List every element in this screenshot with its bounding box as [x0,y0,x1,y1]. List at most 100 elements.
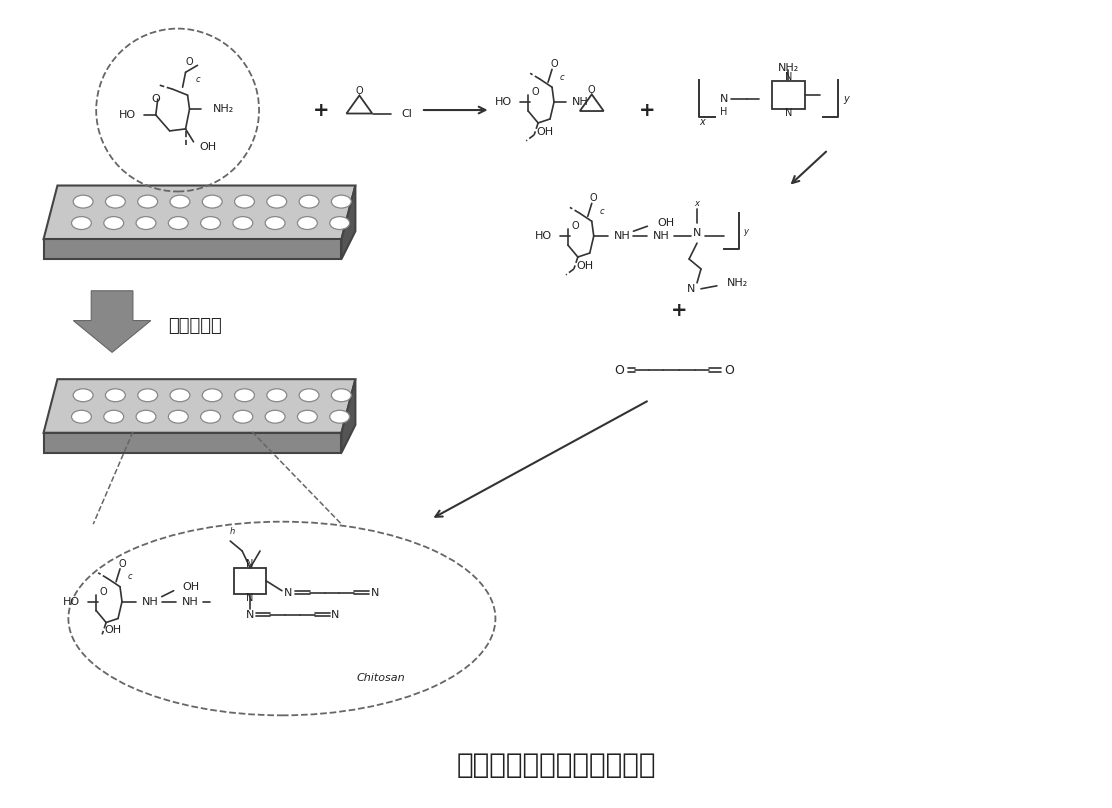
Ellipse shape [106,389,126,402]
Polygon shape [43,433,341,452]
Text: c: c [196,75,200,84]
Ellipse shape [106,196,126,208]
Ellipse shape [202,389,222,402]
Text: HO: HO [63,596,80,607]
Text: O: O [99,587,107,596]
Text: Cl: Cl [401,109,411,119]
Ellipse shape [202,196,222,208]
Text: NH: NH [181,596,198,607]
Text: N: N [247,593,254,603]
Text: N: N [719,94,728,104]
Ellipse shape [297,217,317,229]
Text: O: O [532,87,539,97]
Ellipse shape [73,196,93,208]
Ellipse shape [265,217,285,229]
Text: +: + [639,100,656,120]
Text: O: O [615,364,625,377]
Polygon shape [43,239,341,259]
Text: c: c [128,572,132,581]
Text: N: N [785,72,792,82]
Text: NH: NH [614,231,631,241]
Ellipse shape [232,410,252,423]
Text: HO: HO [119,110,136,120]
Ellipse shape [299,389,319,402]
Ellipse shape [232,217,252,229]
Ellipse shape [168,217,188,229]
Text: N: N [687,284,695,294]
Ellipse shape [71,217,91,229]
Text: N: N [693,228,702,238]
Text: N: N [247,559,254,569]
Ellipse shape [299,196,319,208]
Ellipse shape [138,389,158,402]
Polygon shape [43,186,356,239]
Ellipse shape [136,410,156,423]
Text: N: N [331,609,339,620]
Polygon shape [43,379,356,433]
Polygon shape [341,186,356,259]
Text: NH₂: NH₂ [212,104,234,114]
Text: HO: HO [495,97,513,107]
Text: Chitosan: Chitosan [357,673,406,683]
Text: O: O [550,59,558,69]
Ellipse shape [331,196,351,208]
Text: O: O [118,559,126,569]
Ellipse shape [200,410,220,423]
Text: NH: NH [654,231,671,241]
Ellipse shape [103,410,123,423]
Text: O: O [590,193,597,204]
Ellipse shape [330,410,349,423]
Text: +: + [314,100,330,120]
Text: N: N [371,587,379,598]
Text: x: x [699,117,705,127]
Ellipse shape [265,410,285,423]
Text: OH: OH [657,218,674,228]
Ellipse shape [103,217,123,229]
Ellipse shape [235,389,255,402]
Text: c: c [559,73,564,82]
Text: NH₂: NH₂ [777,63,800,74]
Ellipse shape [138,196,158,208]
Polygon shape [73,291,151,352]
Polygon shape [341,379,356,452]
Ellipse shape [235,196,255,208]
Text: OH: OH [105,625,121,635]
Text: N: N [785,108,792,118]
Ellipse shape [73,389,93,402]
Text: OH: OH [182,582,200,591]
Ellipse shape [136,217,156,229]
Text: O: O [151,94,160,104]
Ellipse shape [168,410,188,423]
Ellipse shape [170,389,190,402]
Ellipse shape [331,389,351,402]
Text: OH: OH [536,127,554,137]
Ellipse shape [170,196,190,208]
Ellipse shape [330,217,349,229]
Ellipse shape [200,217,220,229]
Ellipse shape [267,196,287,208]
Text: y: y [843,94,848,104]
Text: +: + [671,301,687,320]
Text: HO: HO [535,231,552,241]
Text: H: H [721,107,727,117]
Text: OH: OH [576,261,594,271]
Text: O: O [724,364,734,377]
Text: h: h [229,527,235,536]
Text: O: O [356,86,364,96]
Text: N: N [246,609,255,620]
Text: O: O [186,57,193,67]
Text: y: y [744,227,748,236]
Text: OH: OH [199,141,217,152]
Text: NH: NH [142,596,159,607]
Text: O: O [588,86,596,95]
Ellipse shape [267,389,287,402]
Text: O: O [572,221,578,231]
Text: NH: NH [572,97,588,107]
Text: c: c [599,207,604,216]
Text: 多孔壳聚糖的表面改性方法: 多孔壳聚糖的表面改性方法 [456,751,656,780]
Ellipse shape [297,410,317,423]
Ellipse shape [71,410,91,423]
Text: x: x [695,199,699,208]
Text: 官能团改性: 官能团改性 [168,317,221,335]
Text: N: N [284,587,292,598]
